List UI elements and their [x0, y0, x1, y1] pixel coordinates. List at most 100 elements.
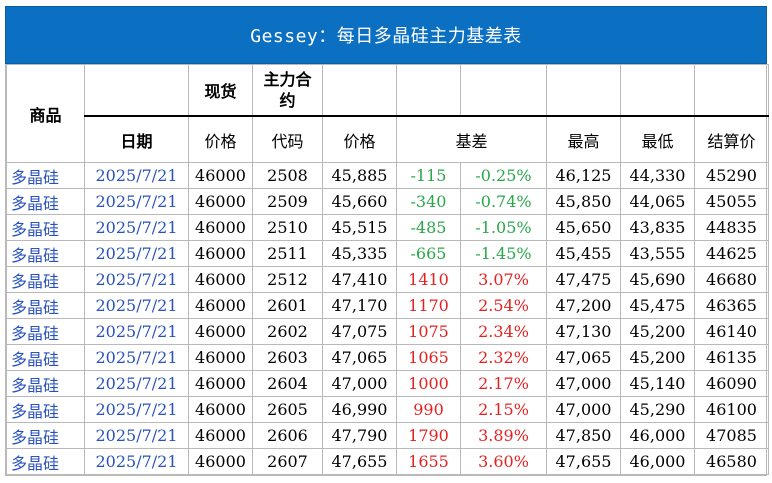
- table-row: 多晶硅 2025/7/21 46000 2606 47,790 1790 3.89% 47,8…: [6, 422, 769, 449]
- basis-pct-cell: -1.45%: [460, 240, 547, 267]
- table-row: 多晶硅 2025/7/21 46000 2603 47,065 1065 2.32% 47,0…: [6, 344, 769, 371]
- date-cell: 2025/7/21: [84, 292, 189, 319]
- date-cell: 2025/7/21: [84, 162, 189, 189]
- basis-pct-cell: -0.25%: [460, 162, 547, 189]
- header-empty-date-top: [84, 64, 189, 117]
- low-cell: 45,290: [620, 396, 695, 423]
- low-cell: 46,000: [620, 448, 695, 475]
- basis-cell: 1170: [396, 292, 461, 319]
- header-empty-4: [546, 64, 621, 117]
- basis-pct-cell: 3.07%: [460, 266, 547, 293]
- product-cell: 多晶硅: [6, 344, 85, 371]
- table-row: 多晶硅 2025/7/21 46000 2605 46,990 990 2.15% 47,00…: [6, 396, 769, 423]
- date-cell: 2025/7/21: [84, 370, 189, 397]
- spot-price-cell: 46000: [188, 188, 253, 215]
- low-cell: 43,835: [620, 214, 695, 241]
- header-main-contract: 主力合约: [252, 64, 323, 117]
- table-row: 多晶硅 2025/7/21 46000 2602 47,075 1075 2.34% 47,1…: [6, 318, 769, 345]
- contract-code-cell: 2511: [252, 240, 323, 267]
- basis-pct-cell: 2.17%: [460, 370, 547, 397]
- table-row: 多晶硅 2025/7/21 46000 2510 45,515 -485 -1.05% 45,…: [6, 214, 769, 241]
- low-cell: 44,065: [620, 188, 695, 215]
- table-wrapper: 商品 现货 主力合约 日期 价格 代码 价格 基差: [5, 64, 769, 476]
- date-cell: 2025/7/21: [84, 396, 189, 423]
- futures-price-cell: 47,655: [322, 448, 397, 475]
- product-cell: 多晶硅: [6, 240, 85, 267]
- high-cell: 47,130: [546, 318, 621, 345]
- basis-pct-cell: 3.60%: [460, 448, 547, 475]
- futures-price-cell: 45,660: [322, 188, 397, 215]
- spot-price-cell: 46000: [188, 266, 253, 293]
- basis-cell: -340: [396, 188, 461, 215]
- spot-price-cell: 46000: [188, 448, 253, 475]
- contract-code-cell: 2602: [252, 318, 323, 345]
- high-cell: 47,655: [546, 448, 621, 475]
- basis-cell: 1790: [396, 422, 461, 449]
- basis-cell: 990: [396, 396, 461, 423]
- header-futures-price: 价格: [322, 115, 397, 163]
- table-row: 多晶硅 2025/7/21 46000 2509 45,660 -340 -0.74% 45,…: [6, 188, 769, 215]
- contract-code-cell: 2606: [252, 422, 323, 449]
- basis-cell: 1655: [396, 448, 461, 475]
- settle-cell: 46100: [694, 396, 769, 423]
- product-cell: 多晶硅: [6, 396, 85, 423]
- date-cell: 2025/7/21: [84, 448, 189, 475]
- contract-code-cell: 2607: [252, 448, 323, 475]
- spot-price-cell: 46000: [188, 214, 253, 241]
- header-empty-3: [460, 64, 547, 117]
- date-cell: 2025/7/21: [84, 344, 189, 371]
- basis-cell: 1000: [396, 370, 461, 397]
- header-empty-2: [396, 64, 461, 117]
- basis-pct-cell: 2.54%: [460, 292, 547, 319]
- settle-cell: 46680: [694, 266, 769, 293]
- low-cell: 44,330: [620, 162, 695, 189]
- basis-cell: -115: [396, 162, 461, 189]
- spot-price-cell: 46000: [188, 240, 253, 267]
- spot-price-cell: 46000: [188, 396, 253, 423]
- contract-code-cell: 2604: [252, 370, 323, 397]
- basis-pct-cell: 2.15%: [460, 396, 547, 423]
- header-date: 日期: [84, 115, 189, 163]
- low-cell: 46,000: [620, 422, 695, 449]
- spot-price-cell: 46000: [188, 162, 253, 189]
- high-cell: 47,850: [546, 422, 621, 449]
- date-cell: 2025/7/21: [84, 422, 189, 449]
- header-low: 最低: [620, 115, 695, 163]
- futures-price-cell: 45,885: [322, 162, 397, 189]
- futures-price-cell: 47,000: [322, 370, 397, 397]
- product-cell: 多晶硅: [6, 162, 85, 189]
- high-cell: 47,475: [546, 266, 621, 293]
- basis-cell: 1410: [396, 266, 461, 293]
- high-cell: 45,850: [546, 188, 621, 215]
- table-row: 多晶硅 2025/7/21 46000 2508 45,885 -115 -0.25% 46,…: [6, 162, 769, 189]
- futures-price-cell: 47,790: [322, 422, 397, 449]
- header-product: 商品: [6, 64, 85, 163]
- settle-cell: 45290: [694, 162, 769, 189]
- futures-price-cell: 47,075: [322, 318, 397, 345]
- futures-price-cell: 45,335: [322, 240, 397, 267]
- low-cell: 45,140: [620, 370, 695, 397]
- product-cell: 多晶硅: [6, 292, 85, 319]
- high-cell: 46,125: [546, 162, 621, 189]
- date-cell: 2025/7/21: [84, 188, 189, 215]
- spot-price-cell: 46000: [188, 422, 253, 449]
- futures-price-cell: 47,410: [322, 266, 397, 293]
- table-row: 多晶硅 2025/7/21 46000 2511 45,335 -665 -1.45% 45,…: [6, 240, 769, 267]
- basis-cell: 1065: [396, 344, 461, 371]
- contract-code-cell: 2603: [252, 344, 323, 371]
- settle-cell: 46135: [694, 344, 769, 371]
- settle-cell: 46580: [694, 448, 769, 475]
- low-cell: 45,200: [620, 344, 695, 371]
- futures-price-cell: 47,065: [322, 344, 397, 371]
- table-row: 多晶硅 2025/7/21 46000 2607 47,655 1655 3.60% 47,6…: [6, 448, 769, 475]
- high-cell: 47,000: [546, 396, 621, 423]
- basis-table-sheet: Gessey：每日多晶硅主力基差表 商品 现货 主力合约: [5, 6, 769, 476]
- basis-pct-cell: -1.05%: [460, 214, 547, 241]
- futures-price-cell: 47,170: [322, 292, 397, 319]
- settle-cell: 44835: [694, 214, 769, 241]
- header-code: 代码: [252, 115, 323, 163]
- low-cell: 45,475: [620, 292, 695, 319]
- spot-price-cell: 46000: [188, 370, 253, 397]
- table-row: 多晶硅 2025/7/21 46000 2512 47,410 1410 3.07% 47,4…: [6, 266, 769, 293]
- header-empty-5: [620, 64, 695, 117]
